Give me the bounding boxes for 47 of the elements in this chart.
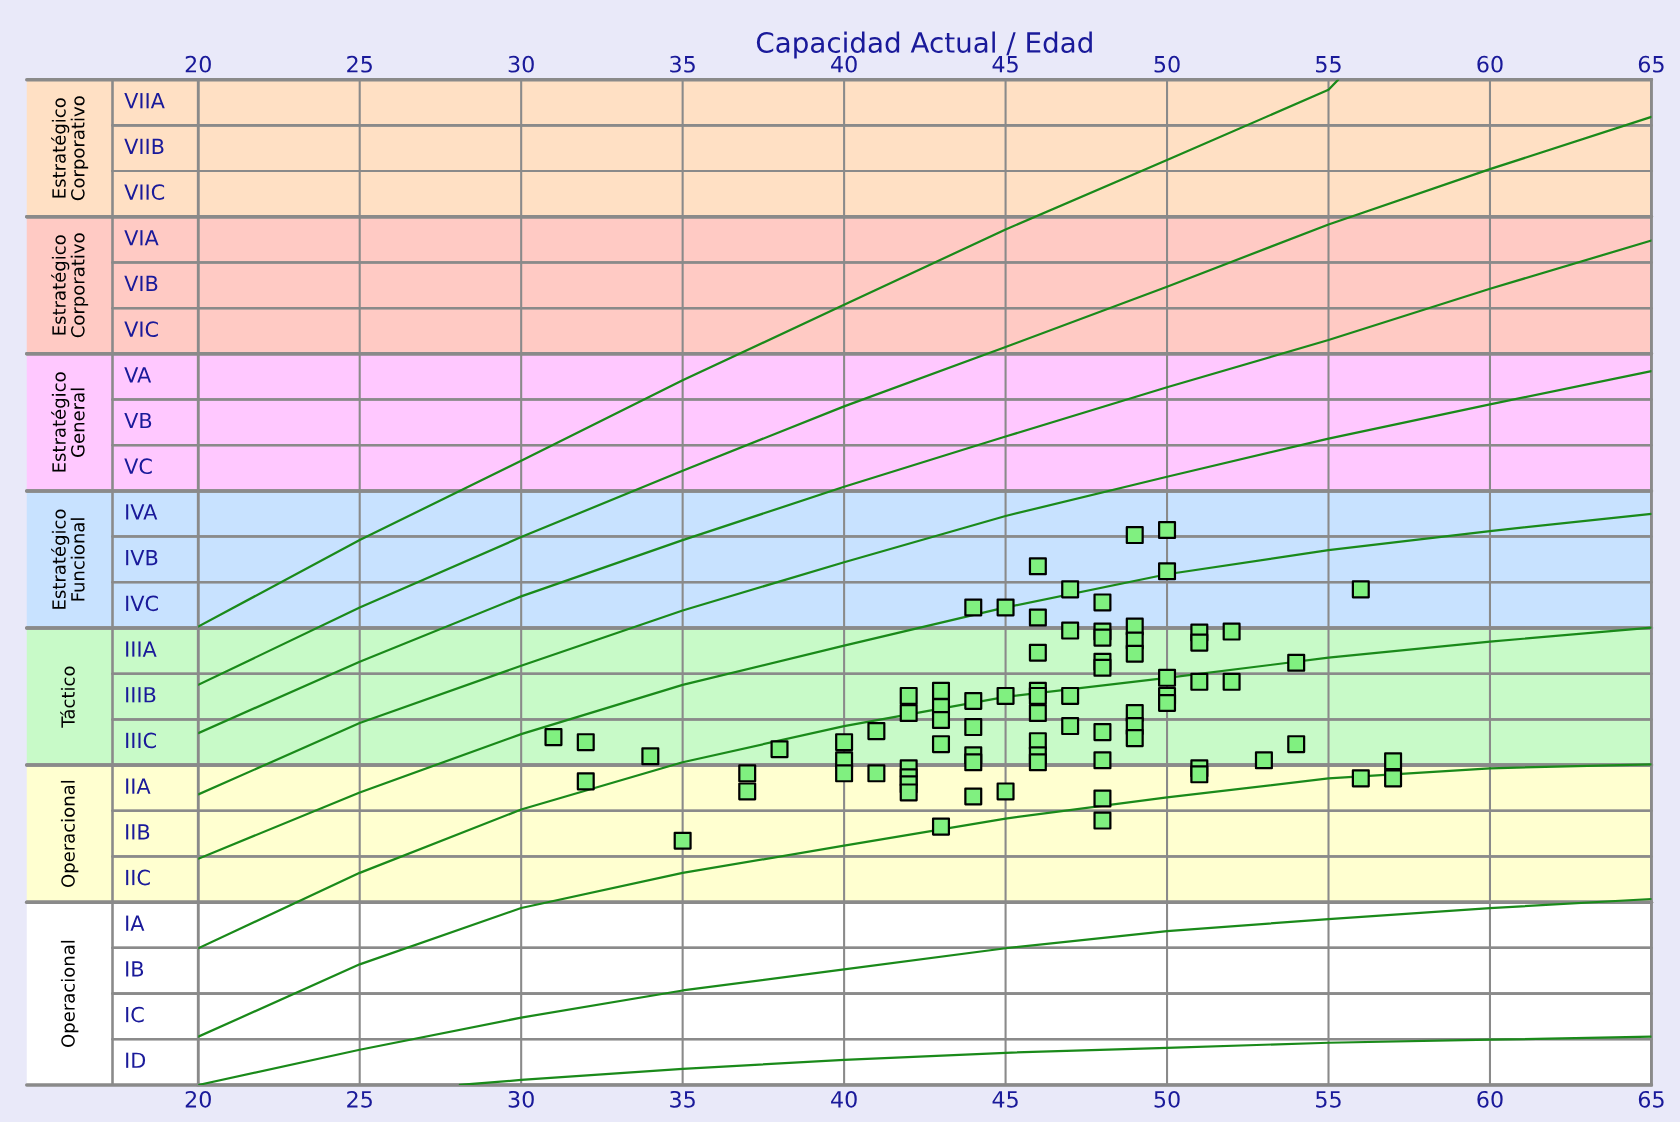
- x2-tick-label: 30: [508, 55, 534, 73]
- band-label: VB: [124, 412, 152, 429]
- x2-tick-label: 25: [347, 55, 372, 73]
- x-tick-label: 65: [1638, 1090, 1664, 1108]
- band-label: VA: [124, 367, 152, 383]
- x2-tick-label: 20: [185, 55, 211, 73]
- x-tick-label: 55: [1316, 1091, 1341, 1108]
- band-label: IIA: [126, 778, 151, 794]
- band-label: IIIB: [126, 687, 156, 703]
- band-label: IVA: [126, 504, 158, 520]
- band-label: Operacional: [60, 940, 79, 1047]
- band-label: Estratégico Corporativo: [51, 96, 89, 201]
- band-label: Operacional: [60, 780, 79, 888]
- band-label: IVC: [126, 595, 158, 612]
- band-label: IA: [126, 915, 145, 931]
- band-label: Estratégico Corporativo: [51, 233, 89, 338]
- band-label: IC: [126, 1006, 144, 1023]
- x-tick-label: 35: [670, 1090, 695, 1108]
- band-label: IIIC: [126, 732, 156, 749]
- band-label: IVB: [126, 550, 158, 566]
- band-label: VIIB: [124, 138, 164, 154]
- band-label: IB: [126, 961, 144, 977]
- band-label: VIIA: [124, 93, 165, 109]
- x2-tick-label: 50: [1154, 55, 1180, 73]
- x-tick-label: 40: [831, 1090, 857, 1108]
- x2-tick-label: 55: [1316, 56, 1341, 73]
- x-tick-label: 60: [1477, 1090, 1503, 1108]
- x-tick-label: 45: [992, 1091, 1018, 1108]
- band-label: Táctico: [60, 666, 75, 728]
- band-label: VIA: [124, 230, 159, 246]
- x-tick-label: 30: [508, 1090, 534, 1108]
- band-label: IIIA: [126, 641, 157, 657]
- x2-tick-label: 35: [670, 55, 695, 73]
- band-label: VIC: [124, 321, 158, 338]
- band-label: Estratégico Funcional: [51, 509, 85, 609]
- band-label: IIB: [126, 824, 150, 840]
- x2-tick-label: 60: [1477, 55, 1503, 73]
- band-label: IIC: [126, 869, 150, 886]
- band-label: VIIC: [124, 184, 165, 200]
- band-label: VIB: [124, 275, 158, 292]
- x-tick-label: 20: [185, 1090, 211, 1108]
- x-tick-label: 50: [1154, 1090, 1180, 1108]
- x-tick-label: 25: [347, 1090, 372, 1108]
- band-label: ID: [126, 1052, 146, 1068]
- x2-tick-label: 65: [1638, 55, 1664, 73]
- band-label: Estratégico General: [51, 372, 85, 472]
- band-label: VC: [124, 458, 152, 475]
